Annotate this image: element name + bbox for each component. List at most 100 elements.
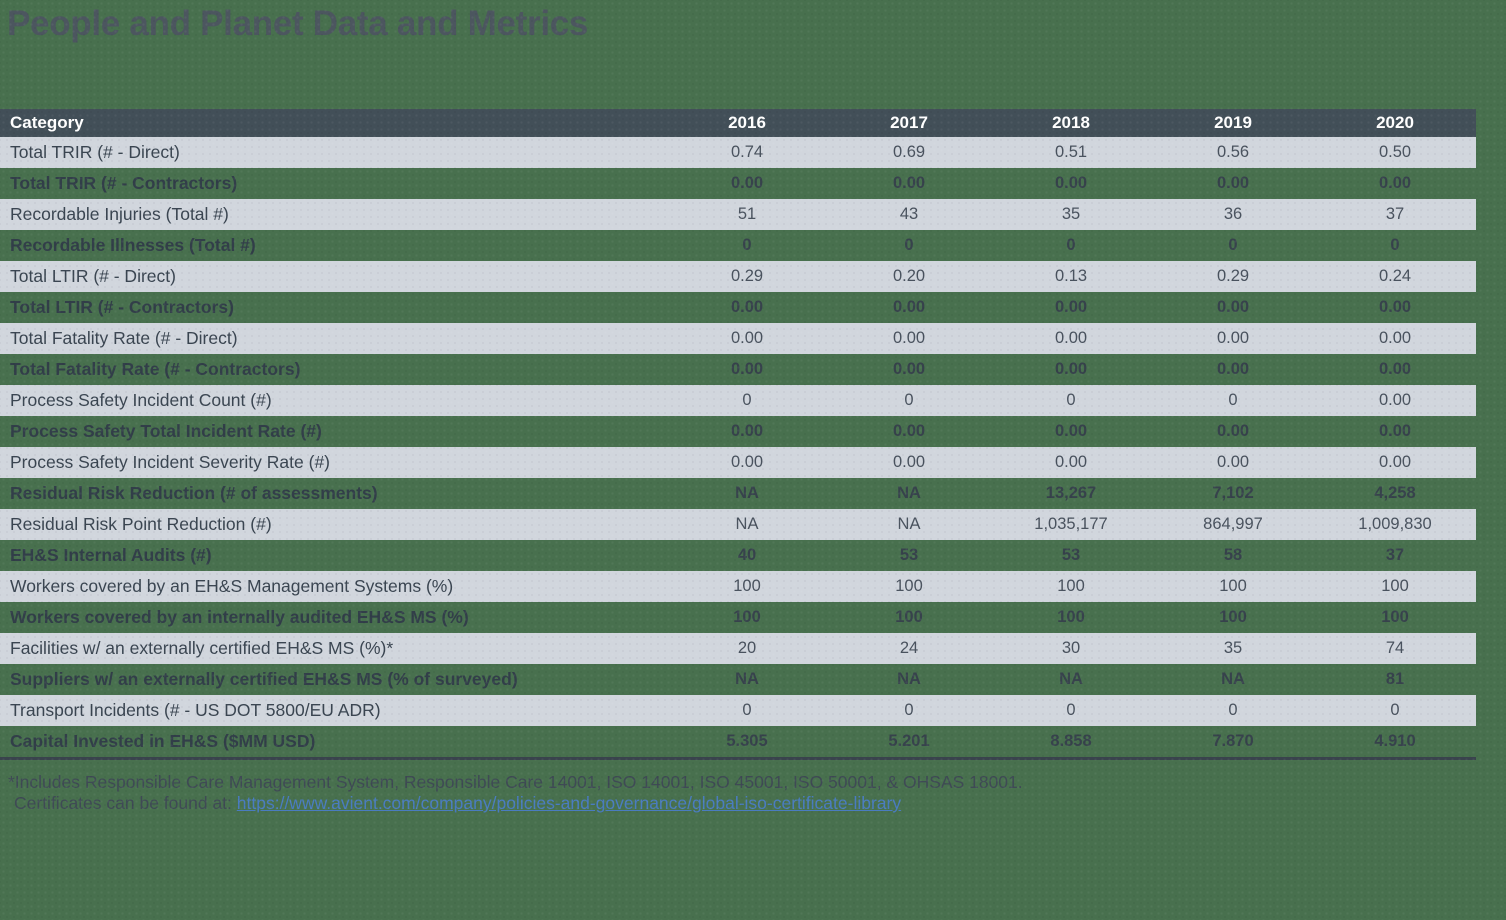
table-row: Process Safety Incident Severity Rate (#… xyxy=(0,447,1476,478)
cell-value: 0 xyxy=(1390,701,1400,719)
cell-value: 0.00 xyxy=(1054,298,1088,316)
cell-value: 0.29 xyxy=(1216,267,1250,285)
cell-value: 0.74 xyxy=(730,143,764,161)
row-label: Process Safety Incident Count (#) xyxy=(10,390,272,410)
cell-value: 0.51 xyxy=(1054,143,1088,161)
row-label: Workers covered by an EH&S Management Sy… xyxy=(10,576,454,596)
cell-value: NA xyxy=(735,670,759,688)
cell-value: 0.00 xyxy=(1054,174,1088,192)
row-label: Total LTIR (# - Contractors) xyxy=(10,297,234,317)
table-row: Transport Incidents (# - US DOT 5800/EU … xyxy=(0,695,1476,726)
cell-value: 20 xyxy=(737,639,757,657)
cell-value: 0 xyxy=(742,701,752,719)
row-label: Capital Invested in EH&S ($MM USD) xyxy=(0,726,666,760)
cell-value: 37 xyxy=(1385,205,1405,223)
cell-value: NA xyxy=(1059,670,1083,688)
cell-value: 0.56 xyxy=(1216,143,1250,161)
table-row: Recordable Illnesses (Total #) 0 0 0 0 0 xyxy=(0,230,1476,261)
cell-value: 4,258 xyxy=(1374,484,1416,502)
cell-value: 0.20 xyxy=(892,267,926,285)
table-row: Residual Risk Reduction (# of assessment… xyxy=(0,478,1476,509)
cell-value: 0.00 xyxy=(730,453,764,471)
footnote-link-prefix: Certificates can be found at: xyxy=(14,793,237,813)
footnote-link-line: Certificates can be found at: https://ww… xyxy=(8,793,1023,814)
cell-value: 0 xyxy=(1066,236,1076,254)
page-title: People and Planet Data and Metrics xyxy=(7,4,589,43)
cell-value: NA xyxy=(897,670,921,688)
cell-value: 100 xyxy=(1057,608,1085,626)
cell-value: 0.00 xyxy=(1216,329,1250,347)
cell-value: 37 xyxy=(1385,546,1405,564)
table-row: Recordable Injuries (Total #) 51 43 35 36 37 xyxy=(0,199,1476,230)
cell-value: 0.00 xyxy=(1054,360,1088,378)
row-label: Workers covered by an internally audited… xyxy=(10,607,469,627)
cell-value: 0.00 xyxy=(1378,360,1412,378)
cell-value: 100 xyxy=(895,608,923,626)
cell-value: 0.00 xyxy=(892,422,926,440)
cell-value: NA xyxy=(735,484,759,502)
table-row: Total TRIR (# - Contractors) 0.00 0.00 0.00… xyxy=(0,168,1476,199)
column-header-category: Category xyxy=(0,109,666,137)
cell-value: 0 xyxy=(1066,391,1076,409)
table-row: Total LTIR (# - Direct) 0.29 0.20 0.13 0.29 0… xyxy=(0,261,1476,292)
cell-value: 35 xyxy=(1061,205,1081,223)
row-label: Total Fatality Rate (# - Direct) xyxy=(10,328,238,348)
cell-value: 7,102 xyxy=(1212,484,1254,502)
column-header-year: 2017 xyxy=(828,109,990,137)
row-label: Total TRIR (# - Direct) xyxy=(10,142,180,162)
cell-value: 36 xyxy=(1223,205,1243,223)
cell-value: 0.00 xyxy=(1378,329,1412,347)
table-row: Workers covered by an EH&S Management Sy… xyxy=(0,571,1476,602)
cell-value: 4.910 xyxy=(1314,726,1476,760)
cell-value: NA xyxy=(897,515,921,533)
cell-value: 7.870 xyxy=(1152,726,1314,760)
cell-value: 0.00 xyxy=(892,329,926,347)
column-header-year: 2019 xyxy=(1152,109,1314,137)
column-header-year: 2016 xyxy=(666,109,828,137)
cell-value: 0.00 xyxy=(1216,360,1250,378)
cell-value: 0 xyxy=(1066,701,1076,719)
cell-value: 0 xyxy=(742,391,752,409)
cell-value: 0 xyxy=(1228,236,1238,254)
cell-value: 0.00 xyxy=(1378,453,1412,471)
row-label: Process Safety Total Incident Rate (#) xyxy=(10,421,322,441)
certificate-library-link[interactable]: https://www.avient.com/company/policies-… xyxy=(236,793,902,813)
cell-value: 40 xyxy=(737,546,757,564)
cell-value: 53 xyxy=(1061,546,1081,564)
table-row: Suppliers w/ an externally certified EH&… xyxy=(0,664,1476,695)
cell-value: 0.00 xyxy=(730,174,764,192)
table-row: EH&S Internal Audits (#) 40 53 53 58 37 xyxy=(0,540,1476,571)
column-header-year: 2018 xyxy=(990,109,1152,137)
cell-value: 74 xyxy=(1385,639,1405,657)
table-row: Total LTIR (# - Contractors) 0.00 0.00 0.00… xyxy=(0,292,1476,323)
cell-value: 0.00 xyxy=(1378,422,1412,440)
cell-value: 1,009,830 xyxy=(1358,515,1432,533)
row-label: Residual Risk Point Reduction (#) xyxy=(10,514,272,534)
cell-value: 100 xyxy=(733,577,761,595)
cell-value: 0.00 xyxy=(892,174,926,192)
cell-value: 864,997 xyxy=(1203,515,1263,533)
row-label: Recordable Illnesses (Total #) xyxy=(10,235,256,255)
cell-value: 5.305 xyxy=(666,726,828,760)
cell-value: 100 xyxy=(733,608,761,626)
table-row: Total Fatality Rate (# - Contractors) 0.0… xyxy=(0,354,1476,385)
cell-value: 0.00 xyxy=(1216,422,1250,440)
cell-value: 0 xyxy=(1228,391,1238,409)
cell-value: 0.00 xyxy=(1378,298,1412,316)
cell-value: 0.00 xyxy=(730,422,764,440)
table-row: Capital Invested in EH&S ($MM USD) 5.305 5… xyxy=(0,726,1476,760)
table-row: Facilities w/ an externally certified EH… xyxy=(0,633,1476,664)
cell-value: 0.13 xyxy=(1054,267,1088,285)
cell-value: 0.00 xyxy=(1216,174,1250,192)
cell-value: 0.00 xyxy=(892,453,926,471)
table-body: Total TRIR (# - Direct) 0.74 0.69 0.51 0.56 0… xyxy=(0,137,1476,760)
cell-value: 43 xyxy=(899,205,919,223)
cell-value: 0 xyxy=(1228,701,1238,719)
cell-value: 5.201 xyxy=(828,726,990,760)
cell-value: 0.00 xyxy=(1054,422,1088,440)
row-label: Suppliers w/ an externally certified EH&… xyxy=(10,669,518,689)
column-header-year: 2020 xyxy=(1314,109,1476,137)
cell-value: 13,267 xyxy=(1045,484,1097,502)
cell-value: 58 xyxy=(1223,546,1243,564)
row-label: Residual Risk Reduction (# of assessment… xyxy=(10,483,378,503)
